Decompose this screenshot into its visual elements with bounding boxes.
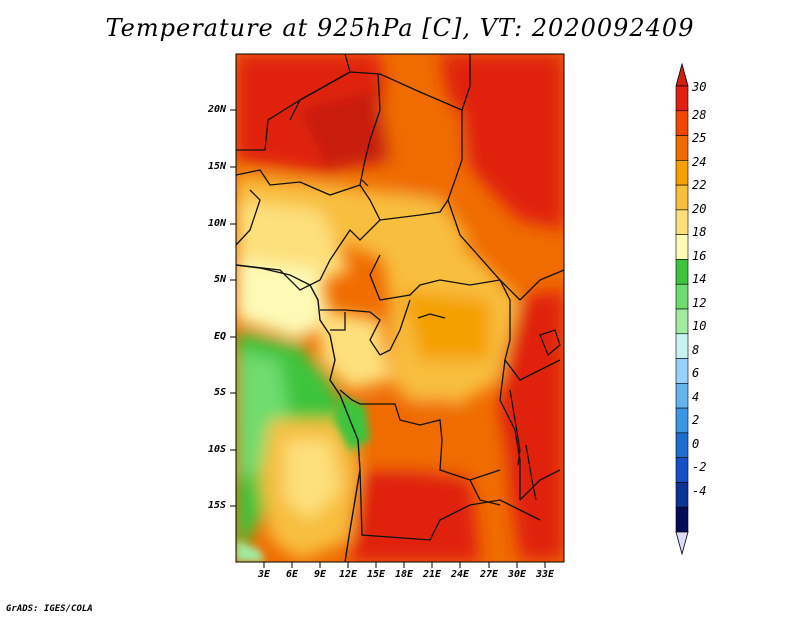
lon-label-33e: 33E <box>535 569 555 580</box>
lon-label-9e: 9E <box>313 569 327 580</box>
lat-label-15s: 15S <box>207 500 226 511</box>
colorbar-label: 2 <box>692 413 700 427</box>
colorbar-label: 8 <box>692 343 700 357</box>
colorbar-swatch <box>675 283 689 310</box>
colorbar-label: 16 <box>692 249 707 263</box>
colorbar-swatch <box>675 160 689 186</box>
colorbar-swatch <box>675 506 689 533</box>
colorbar-swatch <box>675 85 689 112</box>
lon-label-15e: 15E <box>366 569 386 580</box>
colorbar-swatch <box>675 234 689 260</box>
lon-ticks <box>263 562 546 568</box>
lat-label-5n: 5N <box>213 274 226 285</box>
lon-label-3e: 3E <box>257 569 271 580</box>
colorbar-bottom-arrow <box>675 531 689 556</box>
map-title: Temperature at 925hPa [C], VT: 202009240… <box>105 14 695 42</box>
colorbar-label: 24 <box>692 155 707 169</box>
colorbar <box>675 62 689 556</box>
grads-credit: GrADS: IGES/COLA <box>6 604 93 614</box>
lat-label-eq: EQ <box>213 331 226 342</box>
colorbar-swatch <box>675 308 689 335</box>
lat-label-10s: 10S <box>207 444 226 455</box>
lat-ticks <box>230 109 236 507</box>
colorbar-label: 25 <box>692 131 707 145</box>
colorbar-swatch <box>675 333 689 359</box>
colorbar-swatch <box>675 259 689 285</box>
lon-label-30e: 30E <box>507 569 527 580</box>
colorbar-swatch <box>675 209 689 235</box>
map-frame <box>235 53 565 563</box>
lon-label-21e: 21E <box>422 569 442 580</box>
lon-label-27e: 27E <box>479 569 499 580</box>
colorbar-label: -2 <box>692 460 707 474</box>
colorbar-label: 18 <box>692 225 707 239</box>
lat-label-5s: 5S <box>213 387 226 398</box>
colorbar-label: 14 <box>692 272 707 286</box>
colorbar-label: 6 <box>692 366 700 380</box>
lon-label-18e: 18E <box>394 569 414 580</box>
colorbar-swatch <box>675 407 689 434</box>
colorbar-swatch <box>675 383 689 409</box>
colorbar-label: 22 <box>692 178 707 192</box>
coastline <box>236 264 361 562</box>
colorbar-swatch <box>675 457 689 483</box>
lon-label-6e: 6E <box>285 569 299 580</box>
colorbar-label: 20 <box>692 202 707 216</box>
temperature-field <box>236 54 564 562</box>
lon-label-24e: 24E <box>450 569 470 580</box>
colorbar-swatch <box>675 358 689 384</box>
colorbar-label: -4 <box>692 484 707 498</box>
colorbar-swatch <box>675 482 689 508</box>
lakes <box>361 179 561 501</box>
lat-label-10n: 10N <box>207 218 226 229</box>
colorbar-top-arrow <box>675 62 689 87</box>
colorbar-label: 0 <box>692 437 700 451</box>
colorbar-label: 30 <box>692 80 707 94</box>
colorbar-label: 4 <box>692 390 700 404</box>
colorbar-swatch <box>675 110 689 136</box>
colorbar-swatch <box>675 432 689 458</box>
colorbar-label: 10 <box>692 319 707 333</box>
lat-label-20n: 20N <box>207 104 226 115</box>
colorbar-swatch <box>675 184 689 211</box>
lon-label-12e: 12E <box>338 569 358 580</box>
colorbar-swatch <box>675 135 689 161</box>
lat-label-15n: 15N <box>207 161 226 172</box>
colorbar-label: 12 <box>692 296 707 310</box>
colorbar-label: 28 <box>692 108 707 122</box>
country-borders <box>236 54 564 541</box>
